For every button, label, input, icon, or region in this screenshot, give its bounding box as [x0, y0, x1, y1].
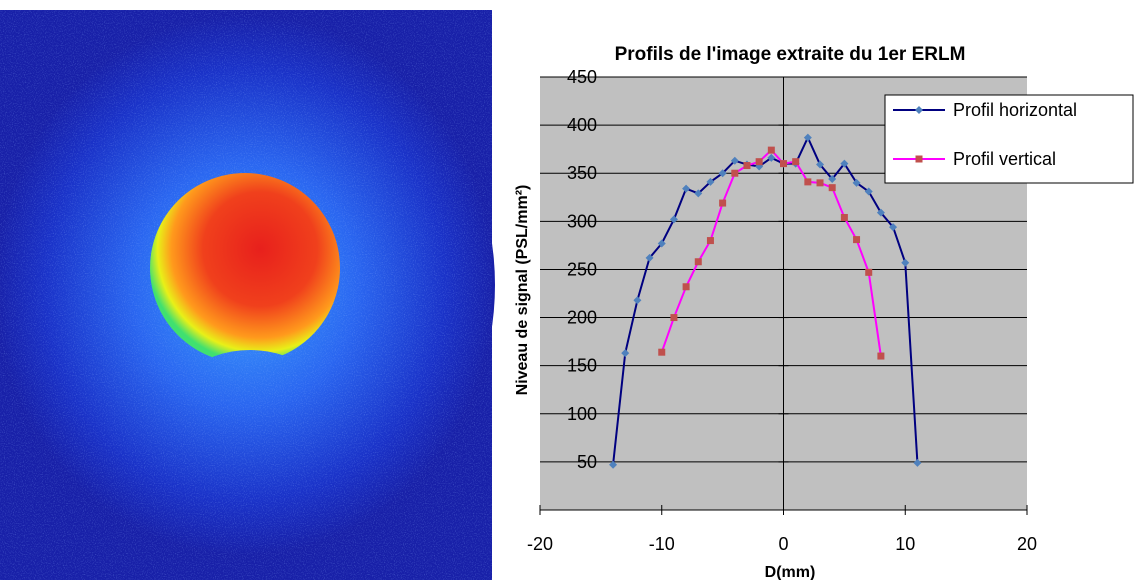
chart-title: Profils de l'image extraite du 1er ERLM [615, 44, 966, 65]
marker [864, 187, 873, 196]
y-tick-label: 350 [567, 163, 597, 183]
marker [913, 458, 922, 467]
x-axis-label: D(mm) [765, 564, 816, 580]
y-tick-label: 150 [567, 356, 597, 376]
marker [645, 253, 654, 262]
marker [706, 177, 715, 186]
marker [780, 160, 787, 168]
legend-label: Profil horizontal [953, 100, 1077, 120]
marker [840, 213, 848, 221]
marker [658, 348, 666, 356]
marker [670, 314, 678, 322]
marker [706, 237, 714, 245]
y-tick-label: 200 [567, 308, 597, 328]
marker [865, 268, 873, 276]
chart: Profils de l'image extraite du 1er ERLM … [514, 44, 1134, 581]
marker [755, 158, 763, 166]
y-tick-label: 400 [567, 115, 597, 135]
y-tick-label: 50 [577, 452, 597, 472]
marker [877, 352, 885, 360]
marker [876, 208, 885, 217]
marker [804, 178, 812, 186]
marker [743, 162, 751, 170]
y-tick-label: 100 [567, 404, 597, 424]
x-tick-label: 20 [1017, 534, 1037, 554]
legend-marker [915, 155, 923, 163]
marker [730, 156, 739, 165]
marker [731, 169, 739, 177]
marker [657, 239, 666, 248]
marker [694, 258, 702, 266]
marker [840, 159, 849, 168]
marker [621, 349, 630, 358]
y-tick-label: 450 [567, 67, 597, 87]
marker [803, 133, 812, 142]
marker [719, 199, 727, 207]
marker [889, 223, 898, 232]
detector-image [0, 10, 495, 580]
marker [682, 283, 690, 291]
x-tick-label: -20 [527, 534, 553, 554]
x-tick-label: 10 [895, 534, 915, 554]
marker [792, 158, 800, 166]
marker [767, 146, 775, 154]
x-tick-label: 0 [778, 534, 788, 554]
legend-marker [915, 106, 923, 114]
marker [669, 215, 678, 224]
y-tick-label: 300 [567, 211, 597, 231]
marker [694, 189, 703, 198]
marker [633, 296, 642, 305]
y-axis-label: Niveau de signal (PSL/mm²) [514, 185, 531, 396]
marker [816, 160, 825, 169]
y-tick-label: 250 [567, 259, 597, 279]
marker [767, 153, 776, 162]
marker [609, 460, 618, 469]
x-tick-label: -10 [649, 534, 675, 554]
marker [901, 258, 910, 267]
marker [718, 169, 727, 178]
marker [816, 179, 824, 187]
marker [828, 184, 836, 192]
marker [682, 184, 691, 193]
marker [853, 236, 861, 244]
marker [852, 178, 861, 187]
legend-label: Profil vertical [953, 149, 1056, 169]
marker [828, 174, 837, 183]
